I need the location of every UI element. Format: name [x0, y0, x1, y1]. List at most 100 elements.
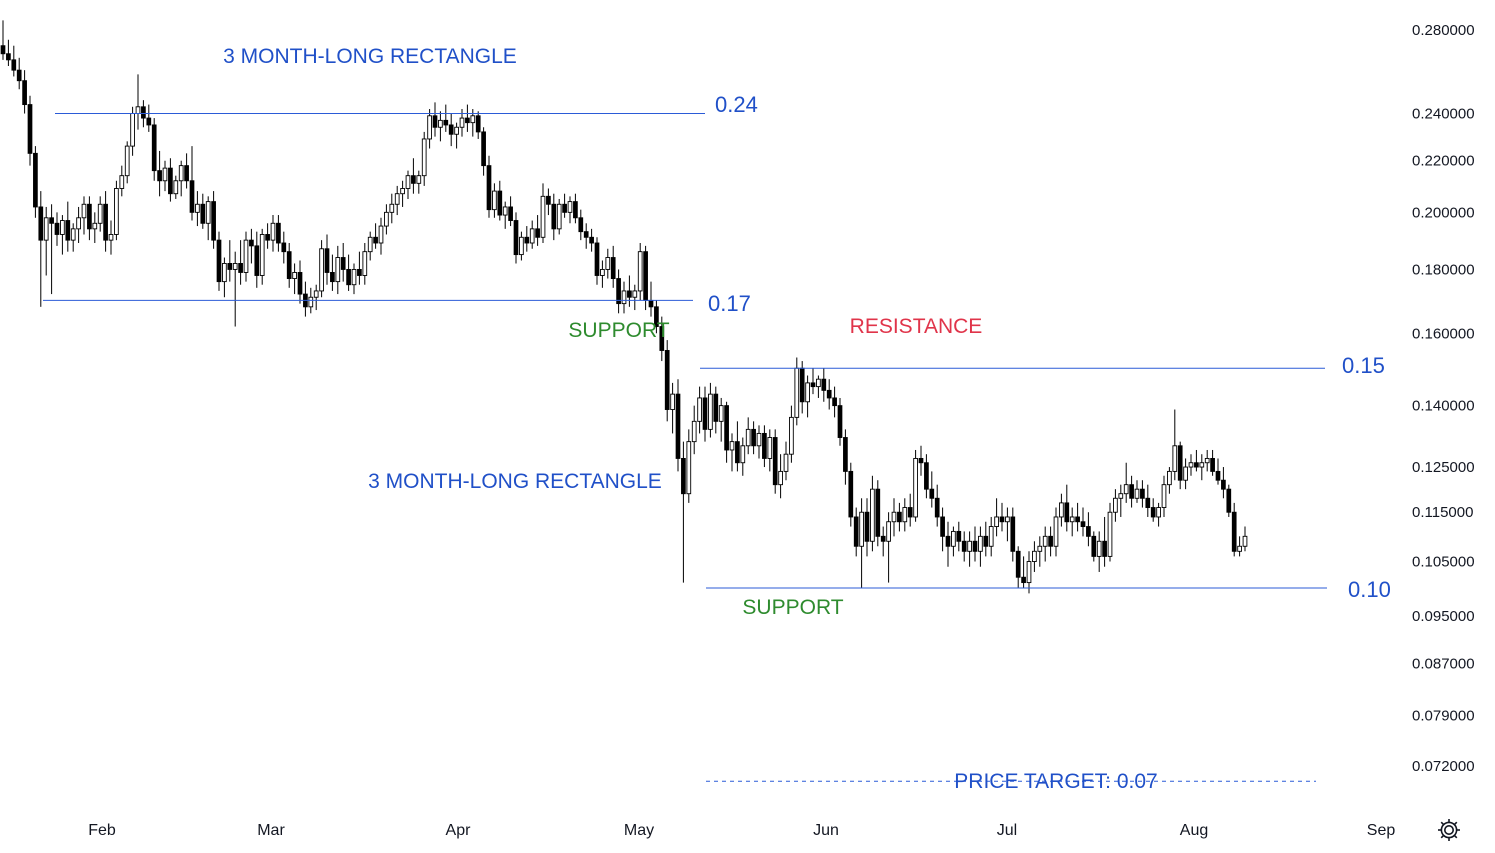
candle [357, 251, 362, 285]
candle [632, 284, 638, 311]
candle-body-down [249, 239, 254, 247]
candle-body-down [297, 272, 303, 295]
candle-body-up [173, 180, 179, 195]
candle [362, 242, 368, 285]
x-tick-label: May [624, 822, 654, 839]
candle [243, 231, 249, 282]
candle-body-down [1210, 457, 1215, 472]
candle [605, 248, 611, 279]
candle [1080, 507, 1086, 537]
candle-body-up [1167, 470, 1172, 486]
y-tick-label: 0.079000 [1412, 708, 1475, 725]
candle [794, 357, 800, 426]
candle [546, 188, 551, 216]
candle [675, 379, 681, 472]
candle-body-down [1048, 535, 1053, 547]
candle-body-up [767, 437, 773, 459]
candle-body-down [853, 516, 859, 547]
candle [745, 417, 751, 455]
candle [1118, 484, 1124, 517]
candle [1129, 475, 1134, 508]
candle [967, 531, 972, 567]
candle [1064, 484, 1070, 532]
candle [1177, 441, 1183, 490]
candle-body-down [880, 535, 886, 542]
candle [22, 70, 27, 114]
candle [400, 180, 405, 207]
gear-icon[interactable] [1436, 817, 1462, 843]
candle-body-up [1134, 488, 1140, 499]
candle [735, 421, 740, 472]
candle [114, 180, 119, 241]
candle [1237, 536, 1242, 557]
candle-body-down [1231, 511, 1237, 552]
candle [907, 493, 913, 527]
candle [681, 441, 686, 583]
candle [227, 240, 233, 282]
candle [49, 204, 54, 295]
candle [1053, 507, 1059, 557]
candle-body-up [529, 228, 535, 244]
candle [1091, 531, 1097, 562]
candle-body-down [799, 367, 805, 403]
candle-body-up [913, 457, 918, 518]
candle [859, 498, 864, 588]
candle [178, 160, 184, 197]
candle [76, 206, 81, 243]
candle-body-down [146, 117, 152, 126]
candle [438, 111, 443, 142]
candle [1102, 516, 1107, 567]
candle [902, 498, 908, 532]
candle [708, 382, 713, 438]
candle [265, 223, 270, 249]
candle-body-down [27, 104, 33, 154]
candle [81, 196, 87, 235]
candle [945, 521, 951, 567]
candle-body-down [168, 167, 173, 195]
candle-body-up [1188, 462, 1194, 468]
candle [783, 441, 789, 481]
candle-body-down [87, 203, 92, 230]
candle [313, 284, 319, 311]
candle-body-down [524, 236, 530, 244]
candle-body-up [902, 507, 908, 523]
rect2-resistance-annotation: RESISTANCE [850, 315, 983, 338]
candle-body-up [394, 193, 400, 205]
candle-body-down [810, 382, 816, 388]
candle-body-down [103, 203, 108, 241]
candle-body-up [1113, 497, 1118, 513]
candle-body-down [1129, 484, 1134, 499]
candle [972, 526, 978, 562]
candle-body-down [724, 405, 729, 451]
candle-body-down [330, 272, 335, 283]
candle-body-down [373, 236, 378, 244]
candle-body-up [783, 453, 789, 472]
candle [551, 193, 557, 241]
candle [270, 215, 276, 252]
candle-body-down [1091, 535, 1097, 557]
candle [1015, 546, 1021, 588]
candle [205, 196, 211, 241]
candle [853, 507, 859, 557]
candle-body-up [1237, 545, 1242, 552]
candle [421, 131, 427, 186]
candle-body-up [308, 296, 314, 308]
candle-body-up [994, 516, 999, 528]
candle-body-up [92, 222, 98, 230]
candle [1161, 475, 1167, 517]
candle-body-up [43, 217, 49, 241]
candle [729, 433, 735, 472]
candle-body-down [751, 428, 756, 447]
candle [832, 386, 837, 418]
candle-body-down [924, 462, 929, 490]
candle [848, 462, 854, 527]
candle-body-up [76, 217, 81, 230]
candle [60, 215, 65, 255]
candle [1221, 467, 1226, 499]
rect2-support-annotation: SUPPORT [742, 596, 843, 619]
level-label-upper-rect1: 0.24 [715, 92, 758, 117]
candle-body-down [357, 268, 362, 276]
candle [33, 146, 38, 218]
candle-body-down [681, 457, 686, 495]
